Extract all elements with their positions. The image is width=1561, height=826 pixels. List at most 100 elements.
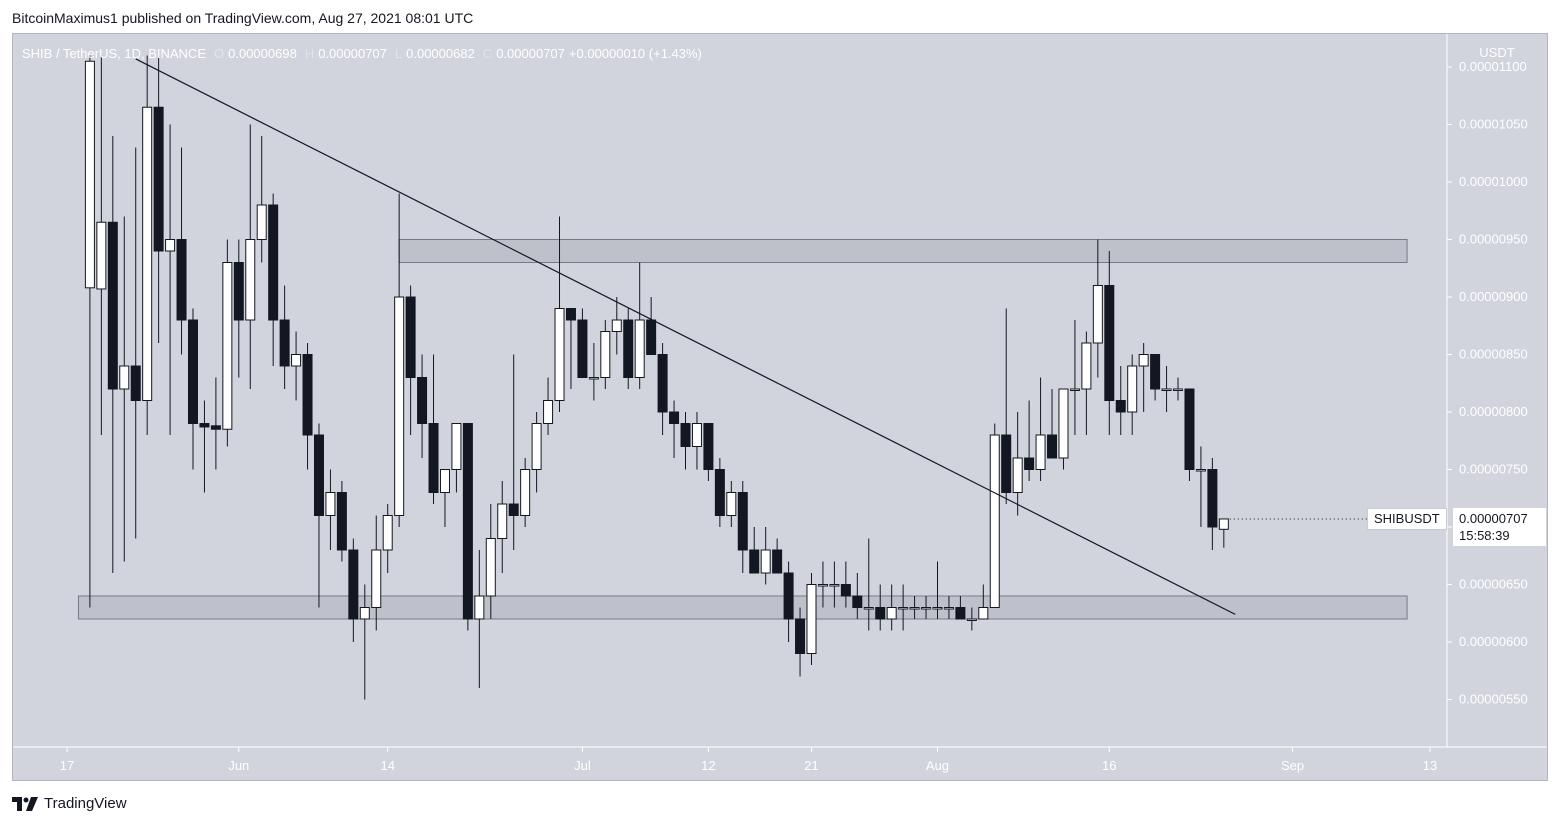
x-tick-label: 14 bbox=[380, 758, 394, 773]
candle bbox=[1069, 320, 1080, 435]
candle-body bbox=[749, 549, 760, 574]
candle bbox=[233, 239, 244, 378]
open-value: 0.00000698 bbox=[228, 46, 297, 61]
candle-body bbox=[611, 319, 622, 332]
price-axis-unit: USDT bbox=[1479, 45, 1514, 60]
y-tick-label: 0.00001050 bbox=[1459, 117, 1528, 132]
candle bbox=[726, 481, 737, 527]
candle-body bbox=[886, 607, 897, 620]
candle bbox=[1058, 388, 1069, 470]
time-axis[interactable] bbox=[13, 747, 1547, 780]
candle bbox=[382, 504, 393, 573]
plot-area bbox=[13, 34, 1447, 747]
candle bbox=[955, 596, 966, 620]
candle-body bbox=[737, 492, 748, 551]
last-price-value: 0.00000707 bbox=[1459, 511, 1528, 526]
candle bbox=[714, 458, 725, 527]
candle bbox=[268, 193, 279, 366]
candle bbox=[806, 573, 817, 665]
low-key: L bbox=[394, 46, 403, 61]
candle-body bbox=[1218, 518, 1229, 530]
tradingview-brand: TradingView bbox=[44, 795, 127, 812]
candle-body bbox=[428, 423, 439, 493]
candle bbox=[863, 538, 874, 631]
candle bbox=[187, 308, 198, 470]
candle bbox=[439, 469, 450, 527]
candle-body bbox=[451, 423, 462, 470]
candle bbox=[600, 320, 611, 389]
candle-body bbox=[600, 331, 611, 378]
candle bbox=[611, 297, 622, 355]
candle-body bbox=[153, 106, 164, 252]
candle bbox=[875, 584, 886, 631]
candle bbox=[943, 596, 954, 619]
symbol-title[interactable]: SHIB / TetherUS, 1D, BINANCE bbox=[22, 46, 206, 61]
candle bbox=[921, 596, 932, 619]
candle-body bbox=[680, 423, 691, 447]
candle-body bbox=[1127, 365, 1138, 413]
candle-body bbox=[760, 549, 771, 574]
candle bbox=[703, 423, 714, 481]
candle-body bbox=[187, 319, 198, 424]
candle bbox=[1035, 377, 1046, 481]
candle-body bbox=[142, 106, 153, 401]
candle-body bbox=[1115, 400, 1126, 413]
candle-body bbox=[1047, 434, 1058, 459]
candle-body bbox=[703, 423, 714, 470]
open-key: O bbox=[214, 46, 225, 61]
candle-body bbox=[119, 365, 130, 390]
candle bbox=[142, 55, 153, 435]
candle bbox=[348, 538, 359, 642]
candle bbox=[394, 193, 405, 527]
candle bbox=[1161, 366, 1172, 412]
candle bbox=[336, 481, 347, 562]
candle bbox=[405, 285, 416, 435]
candle-body bbox=[268, 204, 279, 321]
candle bbox=[1150, 354, 1161, 401]
y-tick-label: 0.00000950 bbox=[1459, 232, 1528, 247]
candle-body bbox=[84, 60, 95, 289]
candle bbox=[646, 297, 657, 355]
candle bbox=[669, 400, 680, 458]
candle bbox=[96, 55, 107, 435]
tradingview-footer[interactable]: TradingView bbox=[12, 795, 127, 812]
candle-body bbox=[1104, 285, 1115, 401]
candle bbox=[1195, 446, 1206, 527]
x-tick-label: Jun bbox=[228, 758, 249, 773]
candle-body bbox=[978, 607, 989, 620]
candle-body bbox=[291, 354, 302, 367]
candle-body bbox=[1081, 342, 1092, 390]
candle bbox=[176, 147, 187, 355]
candle bbox=[760, 527, 771, 585]
resistance-zone bbox=[398, 239, 1408, 263]
x-tick-label: Aug bbox=[926, 758, 949, 773]
price-axis[interactable] bbox=[1447, 34, 1547, 747]
candle bbox=[153, 55, 164, 343]
y-tick-label: 0.00000550 bbox=[1459, 692, 1528, 707]
candle bbox=[417, 354, 428, 458]
candle-body bbox=[176, 239, 187, 321]
candle-body bbox=[588, 377, 599, 380]
candle-body bbox=[1195, 469, 1206, 472]
x-tick-label: 12 bbox=[701, 758, 715, 773]
x-tick-label: 13 bbox=[1423, 758, 1437, 773]
candle-body bbox=[565, 308, 576, 321]
candle bbox=[989, 423, 1000, 608]
candle-body bbox=[852, 595, 863, 608]
candle-body bbox=[1207, 469, 1218, 528]
candle-body bbox=[1001, 434, 1012, 493]
candle bbox=[1024, 400, 1035, 481]
candle bbox=[451, 423, 462, 493]
y-tick-label: 0.00000650 bbox=[1459, 577, 1528, 592]
candle bbox=[497, 481, 508, 573]
candle-body bbox=[634, 319, 645, 378]
candle-body bbox=[966, 618, 977, 621]
candle bbox=[817, 561, 828, 608]
candle bbox=[783, 561, 794, 642]
close-key: C bbox=[482, 46, 493, 61]
x-tick-label: 17 bbox=[60, 758, 74, 773]
candle bbox=[359, 584, 370, 700]
x-tick-label: 21 bbox=[804, 758, 818, 773]
y-tick-label: 0.00000800 bbox=[1459, 404, 1528, 419]
